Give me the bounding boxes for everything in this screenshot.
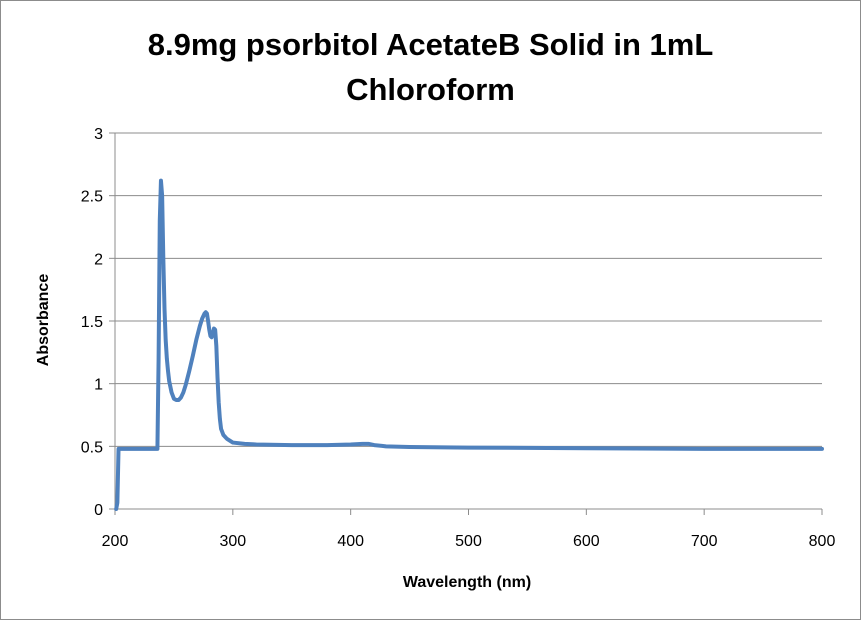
absorbance-series-line: [114, 178, 824, 511]
y-tick-label: 0: [94, 502, 103, 519]
x-tick-label: 200: [102, 533, 129, 550]
x-tick-label: 400: [337, 533, 364, 550]
y-tick-label: 3: [94, 126, 103, 143]
x-tick-label: 600: [573, 533, 600, 550]
y-tick-label: 1: [94, 377, 103, 394]
y-tick-label: 0.5: [81, 439, 103, 456]
chart-title-line-2: Chloroform: [346, 72, 515, 107]
y-tick-label: 2: [94, 251, 103, 268]
x-tick-label: 300: [219, 533, 246, 550]
x-tick-label: 800: [809, 533, 836, 550]
x-axis-label: Wavelength (nm): [403, 574, 531, 591]
x-tick-label: 500: [455, 533, 482, 550]
y-axis-label: Absorbance: [35, 274, 52, 367]
chart-title: 8.9mg psorbitol AcetateB Solid in 1mL Ch…: [0, 22, 861, 112]
y-tick-label: 2.5: [81, 189, 103, 206]
x-tick-label: 700: [691, 533, 718, 550]
y-tick-label: 1.5: [81, 314, 103, 331]
chart-title-line-1: 8.9mg psorbitol AcetateB Solid in 1mL: [147, 27, 714, 62]
